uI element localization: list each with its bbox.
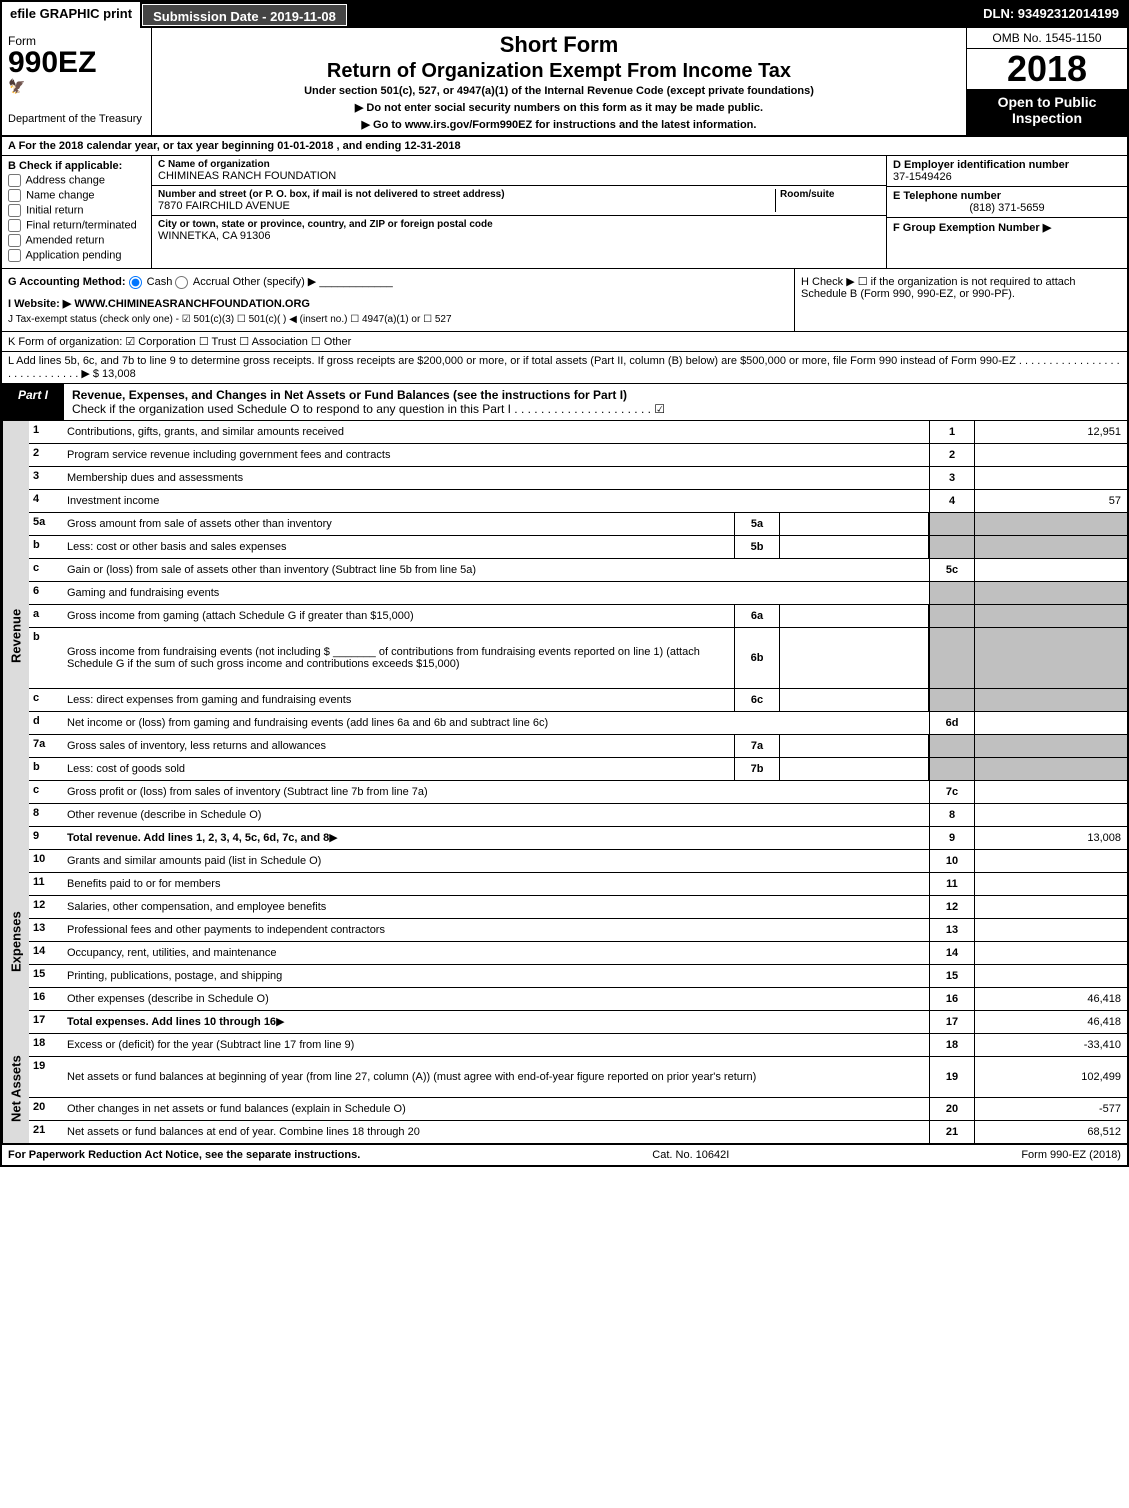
line-9-value: 13,008 [975, 827, 1127, 849]
part-1-header: Part I Revenue, Expenses, and Changes in… [2, 384, 1127, 421]
row-i-website[interactable]: I Website: ▶ WWW.CHIMINEASRANCHFOUNDATIO… [8, 298, 310, 310]
line-16-value: 46,418 [975, 988, 1127, 1010]
expenses-side-label: Expenses [2, 850, 29, 1034]
form-number: 990EZ [8, 48, 145, 78]
short-form-title: Short Form [158, 32, 960, 58]
form-subtitle: Under section 501(c), 527, or 4947(a)(1)… [158, 85, 960, 97]
column-c-org-info: C Name of organization CHIMINEAS RANCH F… [152, 156, 887, 268]
chk-final-return[interactable]: Final return/terminated [8, 219, 145, 232]
revenue-section: Revenue 1Contributions, gifts, grants, a… [2, 421, 1127, 850]
chk-address-change[interactable]: Address change [8, 174, 145, 187]
row-h-schedule-b: H Check ▶ ☐ if the organization is not r… [794, 269, 1127, 331]
line-10-value [975, 850, 1127, 872]
form-title: Return of Organization Exempt From Incom… [158, 60, 960, 83]
omb-number: OMB No. 1545-1150 [967, 28, 1127, 49]
line-8-value [975, 804, 1127, 826]
row-j-tax-status: J Tax-exempt status (check only one) - ☑… [8, 314, 452, 325]
city-label: City or town, state or province, country… [158, 219, 880, 230]
line-17-value: 46,418 [975, 1011, 1127, 1033]
column-b-checkboxes: B Check if applicable: Address change Na… [2, 156, 152, 268]
identity-block: B Check if applicable: Address change Na… [2, 156, 1127, 269]
column-d-e-f: D Employer identification number 37-1549… [887, 156, 1127, 268]
netassets-side-label: Net Assets [2, 1034, 29, 1143]
ein-value: 37-1549426 [893, 171, 1121, 183]
col-b-label: B Check if applicable: [8, 160, 122, 172]
group-exemption-label: F Group Exemption Number ▶ [893, 221, 1121, 234]
line-6d-value [975, 712, 1127, 734]
telephone-value: (818) 371-5659 [893, 202, 1121, 214]
row-l-gross-receipts: L Add lines 5b, 6c, and 7b to line 9 to … [2, 352, 1127, 384]
open-to-public: Open to Public Inspection [967, 90, 1127, 135]
footer-center: Cat. No. 10642I [652, 1149, 729, 1161]
telephone-label: E Telephone number [893, 190, 1121, 202]
submission-date: Submission Date - 2019-11-08 [142, 4, 347, 26]
row-k-form-of-org: K Form of organization: ☑ Corporation ☐ … [2, 332, 1127, 352]
line-14-value [975, 942, 1127, 964]
line-5c-value [975, 559, 1127, 581]
org-name-label: C Name of organization [158, 159, 880, 170]
line-12-value [975, 896, 1127, 918]
form-header: Form 990EZ 🦅 Department of the Treasury … [2, 28, 1127, 137]
line-18-value: -33,410 [975, 1034, 1127, 1056]
line-4-value: 57 [975, 490, 1127, 512]
page-footer: For Paperwork Reduction Act Notice, see … [2, 1143, 1127, 1165]
net-assets-section: Net Assets 18Excess or (deficit) for the… [2, 1034, 1127, 1143]
radio-cash[interactable] [129, 276, 142, 289]
address-label: Number and street (or P. O. box, if mail… [158, 189, 775, 200]
line-15-value [975, 965, 1127, 987]
header-left: Form 990EZ 🦅 Department of the Treasury … [2, 28, 152, 135]
efile-label: efile GRAPHIC print [2, 2, 140, 28]
dln-label: DLN: 93492312014199 [975, 2, 1127, 28]
line-7c-value [975, 781, 1127, 803]
line-13-value [975, 919, 1127, 941]
line-1-value: 12,951 [975, 421, 1127, 443]
top-bar: efile GRAPHIC print Submission Date - 20… [2, 2, 1127, 28]
expenses-section: Expenses 10Grants and similar amounts pa… [2, 850, 1127, 1034]
radio-accrual[interactable] [175, 276, 188, 289]
chk-application-pending[interactable]: Application pending [8, 249, 145, 262]
revenue-side-label: Revenue [2, 421, 29, 850]
footer-left: For Paperwork Reduction Act Notice, see … [8, 1149, 360, 1161]
part-1-checktext: Check if the organization used Schedule … [72, 402, 665, 416]
tax-year: 2018 [967, 49, 1127, 90]
org-name: CHIMINEAS RANCH FOUNDATION [158, 170, 880, 182]
form-note-2[interactable]: ▶ Go to www.irs.gov/Form990EZ for instru… [158, 118, 960, 131]
part-1-title: Revenue, Expenses, and Changes in Net As… [72, 388, 627, 402]
room-label: Room/suite [780, 189, 880, 200]
form-note-1: ▶ Do not enter social security numbers o… [158, 101, 960, 114]
row-a-tax-year: A For the 2018 calendar year, or tax yea… [2, 137, 1127, 156]
header-center: Short Form Return of Organization Exempt… [152, 28, 967, 135]
address-value: 7870 FAIRCHILD AVENUE [158, 200, 775, 212]
footer-right: Form 990-EZ (2018) [1021, 1149, 1121, 1161]
irs-seal-icon: 🦅 [8, 78, 145, 95]
row-g-h: G Accounting Method: Cash Accrual Other … [2, 269, 1127, 332]
chk-name-change[interactable]: Name change [8, 189, 145, 202]
chk-initial-return[interactable]: Initial return [8, 204, 145, 217]
chk-amended-return[interactable]: Amended return [8, 234, 145, 247]
row-g-accounting: G Accounting Method: Cash Accrual Other … [2, 269, 794, 331]
line-3-value [975, 467, 1127, 489]
line-21-value: 68,512 [975, 1121, 1127, 1143]
line-2-value [975, 444, 1127, 466]
city-value: WINNETKA, CA 91306 [158, 230, 880, 242]
header-right: OMB No. 1545-1150 2018 Open to Public In… [967, 28, 1127, 135]
line-11-value [975, 873, 1127, 895]
department-label: Department of the Treasury [8, 113, 145, 125]
part-1-tab: Part I [2, 384, 64, 420]
ein-label: D Employer identification number [893, 159, 1121, 171]
line-19-value: 102,499 [975, 1057, 1127, 1097]
line-20-value: -577 [975, 1098, 1127, 1120]
form-page: efile GRAPHIC print Submission Date - 20… [0, 0, 1129, 1167]
